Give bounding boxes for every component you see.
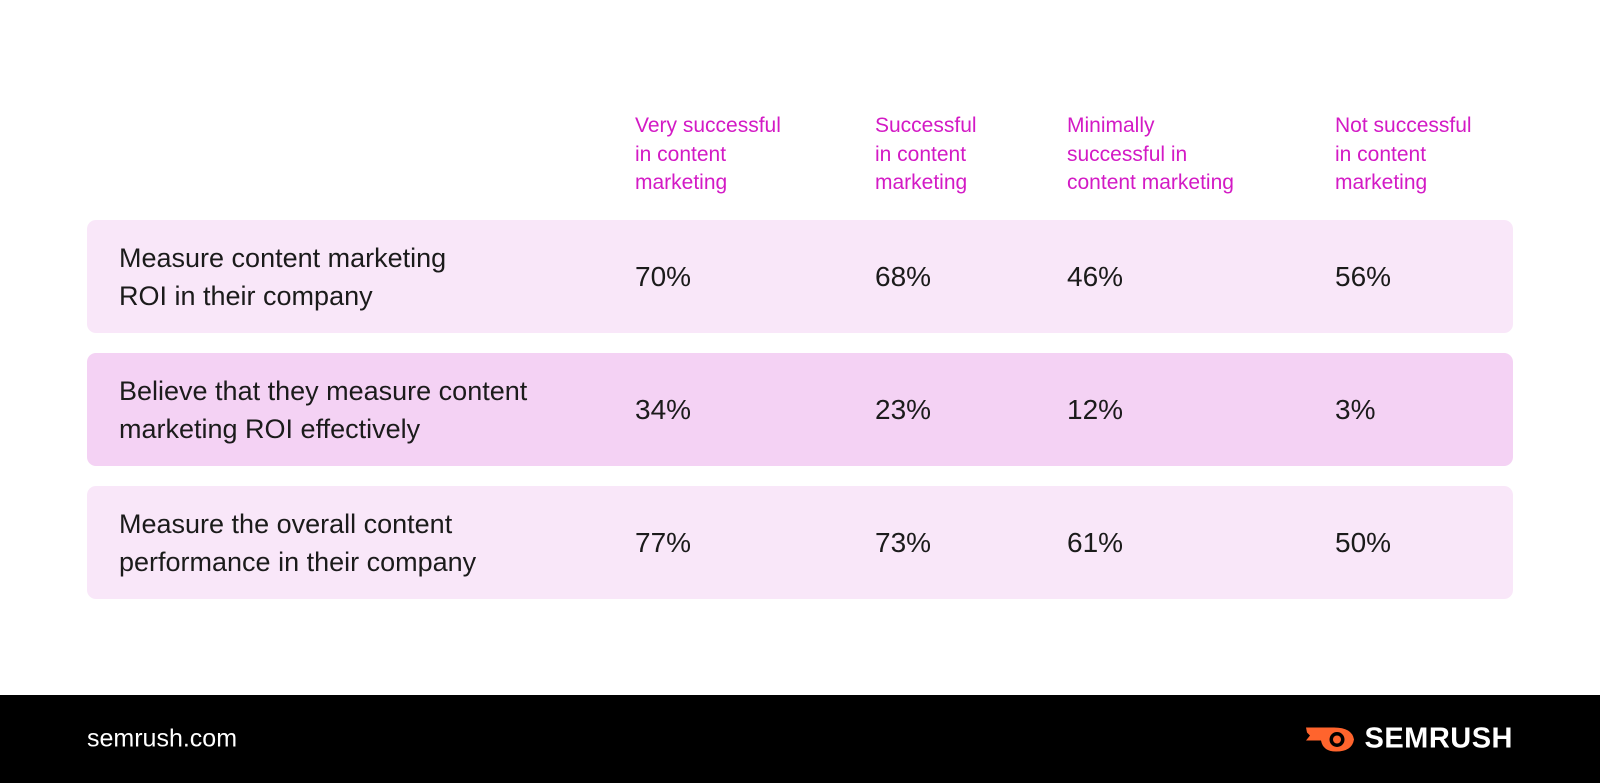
- table-cell: 70%: [635, 260, 692, 292]
- table-cell: 68%: [875, 260, 932, 292]
- column-header-very-successful: Very successful in content marketing: [635, 114, 781, 194]
- table-cell: 46%: [1067, 260, 1124, 292]
- semrush-fire-logo-icon: [1306, 727, 1355, 751]
- table-cell: 61%: [1067, 526, 1124, 558]
- table-cell: 23%: [875, 393, 932, 425]
- table-cell: 50%: [1335, 526, 1392, 558]
- brand-logo: SEMRUSH: [1306, 723, 1513, 756]
- brand-name: SEMRUSH: [1364, 722, 1513, 755]
- row-label: Measure the overall content performance …: [119, 508, 477, 577]
- table-row: Measure content marketing ROI in their c…: [87, 220, 1513, 333]
- table-cell: 34%: [635, 393, 692, 425]
- footer-url: semrush.com: [87, 724, 238, 753]
- table-cell: 77%: [635, 526, 692, 558]
- table-cell: 12%: [1067, 393, 1124, 425]
- column-header-minimally-successful: Minimally successful in content marketin…: [1067, 114, 1234, 194]
- table-cell: 3%: [1335, 393, 1376, 425]
- row-label: Believe that they measure content market…: [119, 375, 528, 444]
- footer-bar: semrush.com SEMRUSH: [0, 695, 1600, 783]
- table-row: Believe that they measure content market…: [87, 353, 1513, 466]
- table-cell: 56%: [1335, 260, 1392, 292]
- table-row: Measure the overall content performance …: [87, 486, 1513, 599]
- table-cell: 73%: [875, 526, 932, 558]
- column-header-successful: Successful in content marketing: [875, 114, 977, 194]
- column-header-not-successful: Not successful in content marketing: [1335, 114, 1472, 194]
- row-label: Measure content marketing ROI in their c…: [119, 242, 447, 311]
